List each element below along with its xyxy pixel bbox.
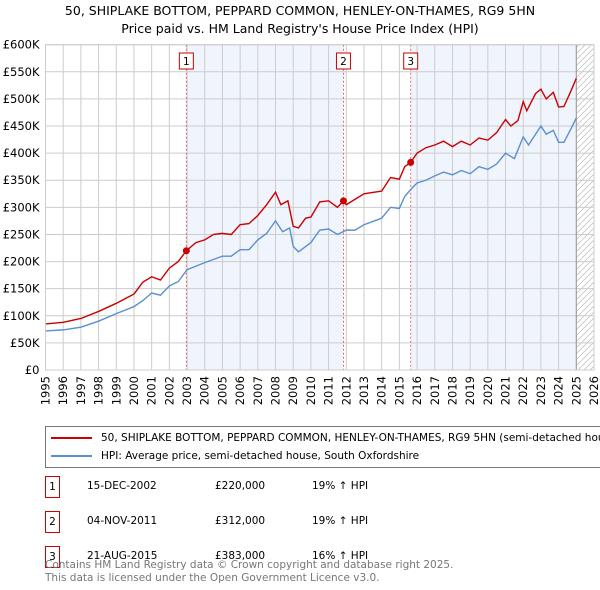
- sale-marker-box: [403, 52, 419, 70]
- blue-line-swatch: [51, 455, 92, 457]
- chart-subtitle: Price paid vs. HM Land Registry's House …: [121, 21, 479, 36]
- x-tick-label: 2000: [127, 376, 141, 405]
- x-tick-label: 2004: [198, 376, 212, 405]
- x-tick-label: 2011: [322, 376, 336, 405]
- x-tick-label: 2002: [162, 376, 176, 405]
- y-tick-label: £100K: [3, 309, 40, 323]
- x-tick-label: 2013: [357, 376, 371, 405]
- x-tick-label: 2023: [534, 376, 548, 405]
- sale-number-badge: 3: [45, 546, 60, 568]
- footer-licence: This data is licensed under the Open Gov…: [45, 572, 380, 584]
- x-tick-label: 2016: [410, 376, 424, 405]
- y-tick-label: £350K: [3, 173, 40, 187]
- red-line-swatch: [51, 437, 92, 439]
- x-tick-label: 2022: [516, 376, 530, 405]
- sale-marker-label: 3: [407, 56, 414, 68]
- sale-point: [182, 247, 190, 255]
- sale-point: [407, 158, 415, 166]
- y-tick-label: £500K: [3, 92, 40, 106]
- legend-label: HPI: Average price, semi-detached house,…: [101, 450, 420, 462]
- x-tick-label: 2007: [251, 376, 265, 405]
- x-tick-label: 2009: [286, 376, 300, 405]
- x-tick-label: 1995: [39, 376, 53, 405]
- sale-number-badge: 1: [45, 476, 60, 498]
- x-tick-label: 2021: [499, 376, 513, 405]
- legend: 50, SHIPLAKE BOTTOM, PEPPARD COMMON, HEN…: [45, 426, 600, 468]
- sale-price: £383,000: [215, 550, 266, 562]
- y-tick-label: £400K: [3, 146, 40, 160]
- y-tick-label: £250K: [3, 227, 40, 241]
- y-tick-label: £550K: [3, 65, 40, 79]
- sale-date: 15-DEC-2002: [87, 480, 157, 492]
- x-tick-label: 2020: [481, 376, 495, 405]
- x-tick-label: 1999: [109, 376, 123, 405]
- y-tick-label: £450K: [3, 119, 40, 133]
- sale-marker-label: 2: [340, 56, 347, 68]
- x-tick-label: 2006: [233, 376, 247, 405]
- x-tick-label: 2024: [552, 376, 566, 405]
- sale-price: £220,000: [215, 480, 266, 492]
- legend-label: 50, SHIPLAKE BOTTOM, PEPPARD COMMON, HEN…: [101, 432, 600, 444]
- sale-hpi-diff: 19% ↑ HPI: [312, 480, 369, 492]
- x-tick-label: 2026: [587, 376, 600, 405]
- sale-marker-box: [335, 52, 351, 70]
- x-tick-label: 1996: [56, 376, 70, 405]
- sale-row: 3 21-AUG-2015 £383,000 16% ↑ HPI: [45, 546, 445, 568]
- x-tick-label: 2025: [569, 376, 583, 405]
- sale-date: 21-AUG-2015: [87, 550, 158, 562]
- series-line: [45, 117, 577, 332]
- x-tick-label: 2001: [145, 376, 159, 405]
- chart-title: 50, SHIPLAKE BOTTOM, PEPPARD COMMON, HEN…: [64, 3, 536, 18]
- sale-row: 1 15-DEC-2002 £220,000 19% ↑ HPI: [45, 476, 445, 498]
- x-tick-label: 2015: [392, 376, 406, 405]
- x-tick-label: 2008: [269, 376, 283, 405]
- x-tick-label: 2005: [215, 376, 229, 405]
- x-tick-label: 1997: [74, 376, 88, 405]
- sale-marker-box: [178, 52, 194, 70]
- sale-row: 2 04-NOV-2011 £312,000 19% ↑ HPI: [45, 511, 445, 533]
- legend-item-property: 50, SHIPLAKE BOTTOM, PEPPARD COMMON, HEN…: [51, 432, 600, 444]
- sale-date: 04-NOV-2011: [87, 515, 158, 527]
- x-tick-label: 2012: [339, 376, 353, 405]
- legend-item-hpi: HPI: Average price, semi-detached house,…: [51, 450, 419, 462]
- y-tick-label: £600K: [3, 38, 40, 52]
- sale-marker-label: 1: [183, 56, 190, 68]
- footer-copyright: Contains HM Land Registry data © Crown c…: [45, 559, 454, 571]
- x-tick-label: 2017: [428, 376, 442, 405]
- x-tick-label: 2014: [375, 376, 389, 405]
- price-chart: 1995 1996 1997 1998 1999 2000 2001 2002 2003 2004…: [3, 38, 600, 406]
- sale-price: £312,000: [215, 515, 266, 527]
- x-tick-label: 2018: [445, 376, 459, 405]
- sale-point: [339, 197, 347, 205]
- y-tick-label: £300K: [3, 200, 40, 214]
- sale-hpi-diff: 19% ↑ HPI: [312, 515, 369, 527]
- sale-number-badge: 2: [45, 511, 60, 533]
- x-tick-label: 2003: [180, 376, 194, 405]
- y-tick-label: £50K: [10, 336, 40, 350]
- y-tick-label: £150K: [3, 282, 40, 296]
- y-tick-label: £200K: [3, 255, 40, 269]
- x-tick-label: 2010: [304, 376, 318, 405]
- x-tick-label: 2019: [463, 376, 477, 405]
- plot-frame: [45, 44, 595, 371]
- sale-hpi-diff: 16% ↑ HPI: [312, 550, 369, 562]
- x-tick-label: 1998: [92, 376, 106, 405]
- y-tick-label: £0: [25, 363, 40, 377]
